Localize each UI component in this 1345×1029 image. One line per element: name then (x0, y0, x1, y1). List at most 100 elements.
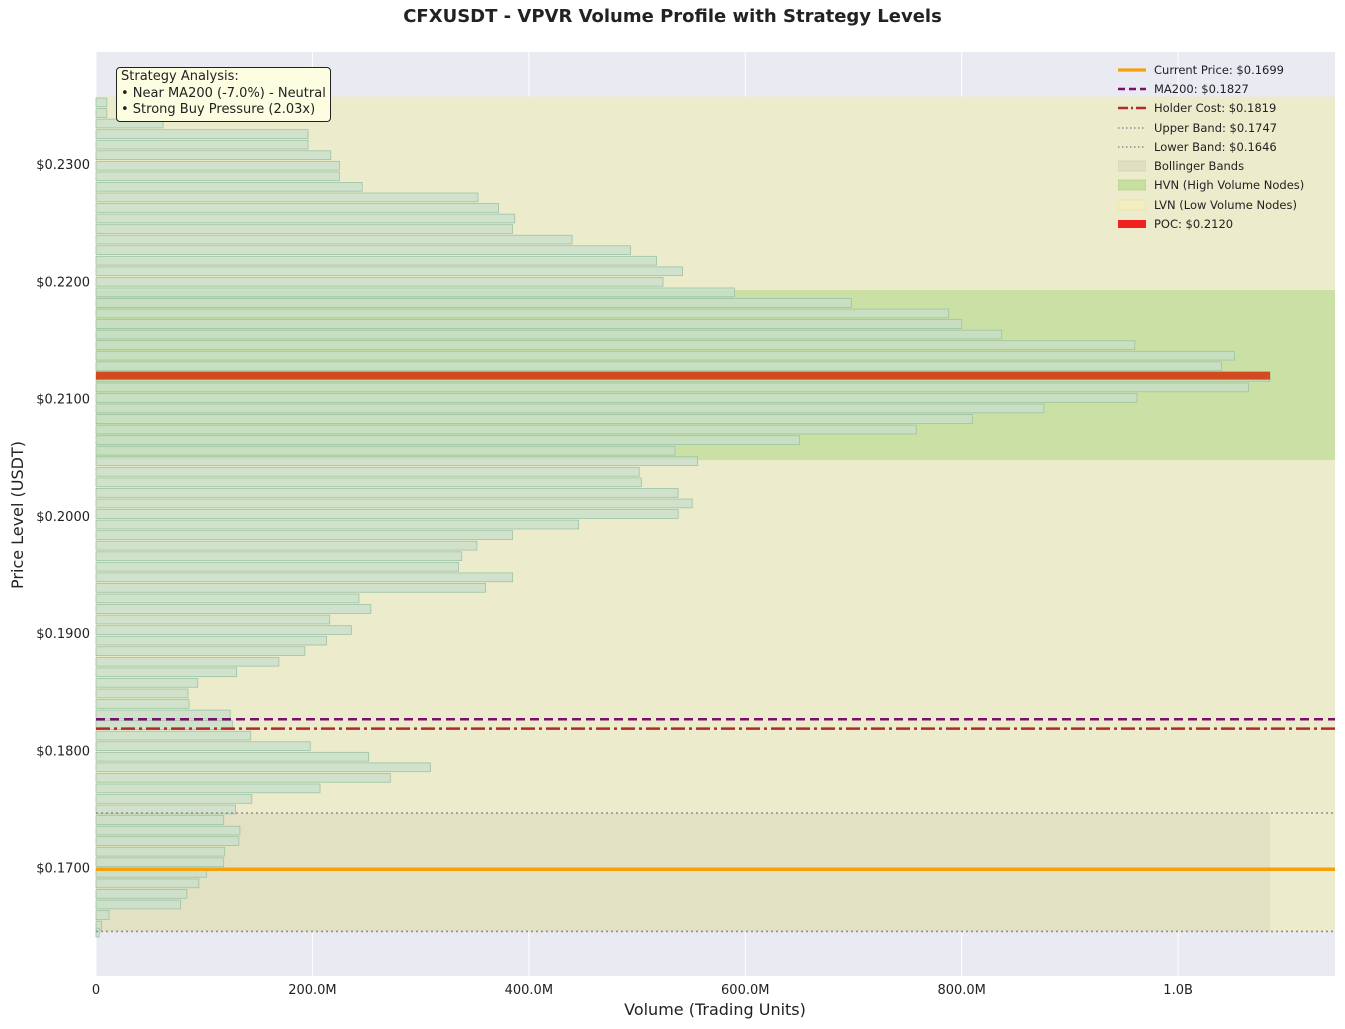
volume-bar (95, 329, 1003, 340)
volume-bar (95, 129, 309, 139)
legend-label: Holder Cost: $0.1819 (1154, 101, 1277, 116)
legend-item-hvn: HVN (High Volume Nodes) (1118, 176, 1304, 195)
volume-bars (95, 97, 1271, 938)
axis-ticks: 0 200.0M 400.0M 600.0M 800.0M 1.0B $0.2300 $0.2… (36, 158, 1193, 998)
volume-bar (95, 435, 800, 445)
legend-swatch-bollinger (1118, 160, 1146, 172)
volume-bar (95, 625, 352, 635)
legend-swatch-lower-band (1118, 141, 1146, 153)
volume-bar (95, 287, 735, 298)
strategy-annotation: Strategy Analysis: • Near MA200 (-7.0%) … (116, 67, 331, 122)
volume-bar (95, 551, 463, 562)
volume-bar (95, 899, 181, 910)
legend-label: POC: $0.2120 (1154, 217, 1234, 232)
legend-label: MA200: $0.1827 (1154, 81, 1249, 96)
volume-bar (95, 477, 642, 488)
legend-item-current-price: Current Price: $0.1699 (1118, 60, 1304, 79)
volume-bar (95, 846, 226, 857)
volume-bar (95, 635, 327, 646)
y-tick-label: $0.1800 (36, 744, 90, 759)
x-tick-label: 400.0M (505, 983, 553, 998)
legend-swatch-current-price (1118, 64, 1146, 76)
volume-bar (95, 583, 486, 593)
legend-label: Bollinger Bands (1154, 159, 1245, 174)
legend-swatch-poc (1118, 218, 1146, 230)
volume-bar (95, 393, 1138, 403)
volume-bar (95, 224, 514, 234)
volume-bar (95, 688, 189, 699)
volume-bar (95, 783, 321, 794)
legend-label: Lower Band: $0.1646 (1154, 139, 1277, 154)
legend-item-holder-cost: Holder Cost: $0.1819 (1118, 99, 1304, 118)
volume-bar (95, 604, 372, 614)
x-axis-label: Volume (Trading Units) (624, 1000, 806, 1019)
volume-bar (95, 403, 1045, 414)
volume-bar (95, 730, 252, 741)
volume-bar (95, 182, 363, 192)
volume-bar (95, 424, 917, 435)
volume-bar (95, 350, 1235, 361)
volume-bar (95, 213, 516, 224)
volume-bar (95, 108, 108, 118)
legend-item-bollinger: Bollinger Bands (1118, 156, 1304, 175)
volume-bar (95, 192, 479, 203)
volume-bar (95, 794, 253, 804)
volume-bar (95, 762, 431, 773)
annotation-line: Strategy Analysis: (121, 69, 239, 84)
volume-bar (95, 509, 679, 519)
volume-bar (95, 171, 340, 182)
volume-bar (95, 340, 1136, 350)
volume-bar (95, 709, 231, 720)
bollinger-zone (96, 813, 1271, 932)
volume-bar (95, 678, 199, 688)
y-axis-label: Price Level (USDT) (8, 441, 27, 589)
volume-bar (95, 266, 683, 277)
volume-bar (95, 498, 693, 509)
x-tick-label: 200.0M (288, 983, 336, 998)
legend-item-upper-band: Upper Band: $0.1747 (1118, 118, 1304, 137)
legend-label: HVN (High Volume Nodes) (1154, 178, 1305, 193)
volume-bar (95, 825, 241, 836)
legend-swatch-hvn (1118, 179, 1146, 191)
volume-bar (95, 530, 514, 540)
volume-bar (95, 857, 225, 868)
volume-bar (95, 160, 340, 171)
volume-bar (95, 308, 950, 319)
volume-bar (95, 773, 391, 783)
volume-bar (95, 815, 225, 825)
chart-title: CFXUSDT - VPVR Volume Profile with Strat… (403, 6, 942, 27)
y-tick-label: $0.2000 (36, 510, 90, 525)
legend-item-poc: POC: $0.2120 (1118, 214, 1304, 233)
volume-bar (95, 150, 332, 160)
volume-bar (95, 382, 1249, 393)
volume-bar (95, 445, 676, 456)
volume-bar (95, 741, 311, 751)
legend-label: LVN (Low Volume Nodes) (1154, 197, 1297, 212)
y-tick-label: $0.1900 (36, 627, 90, 642)
volume-bar (95, 414, 973, 424)
legend: Current Price: $0.1699 MA200: $0.1827 Ho… (1118, 60, 1304, 234)
volume-bar (95, 614, 331, 625)
volume-bar (95, 466, 640, 477)
volume-bar (95, 889, 188, 899)
volume-bar (95, 878, 200, 889)
legend-item-ma200: MA200: $0.1827 (1118, 79, 1304, 98)
annotation-line: • Strong Buy Pressure (2.03x) (121, 102, 316, 117)
volume-bar (95, 255, 657, 266)
volume-bar (95, 593, 360, 604)
volume-bar (95, 139, 309, 150)
volume-bar (95, 277, 664, 287)
volume-bar (95, 927, 100, 938)
volume-bar (95, 910, 110, 920)
volume-bar (95, 245, 631, 255)
volume-bar (95, 519, 580, 530)
volume-bar (95, 561, 459, 572)
x-tick-label: 800.0M (937, 983, 985, 998)
level-lines (96, 717, 1335, 933)
volume-bar (95, 699, 190, 709)
x-tick-label: 0 (92, 983, 100, 998)
volume-bar (95, 456, 699, 467)
y-tick-label: $0.2100 (36, 393, 90, 408)
x-tick-label: 1.0B (1163, 983, 1193, 998)
